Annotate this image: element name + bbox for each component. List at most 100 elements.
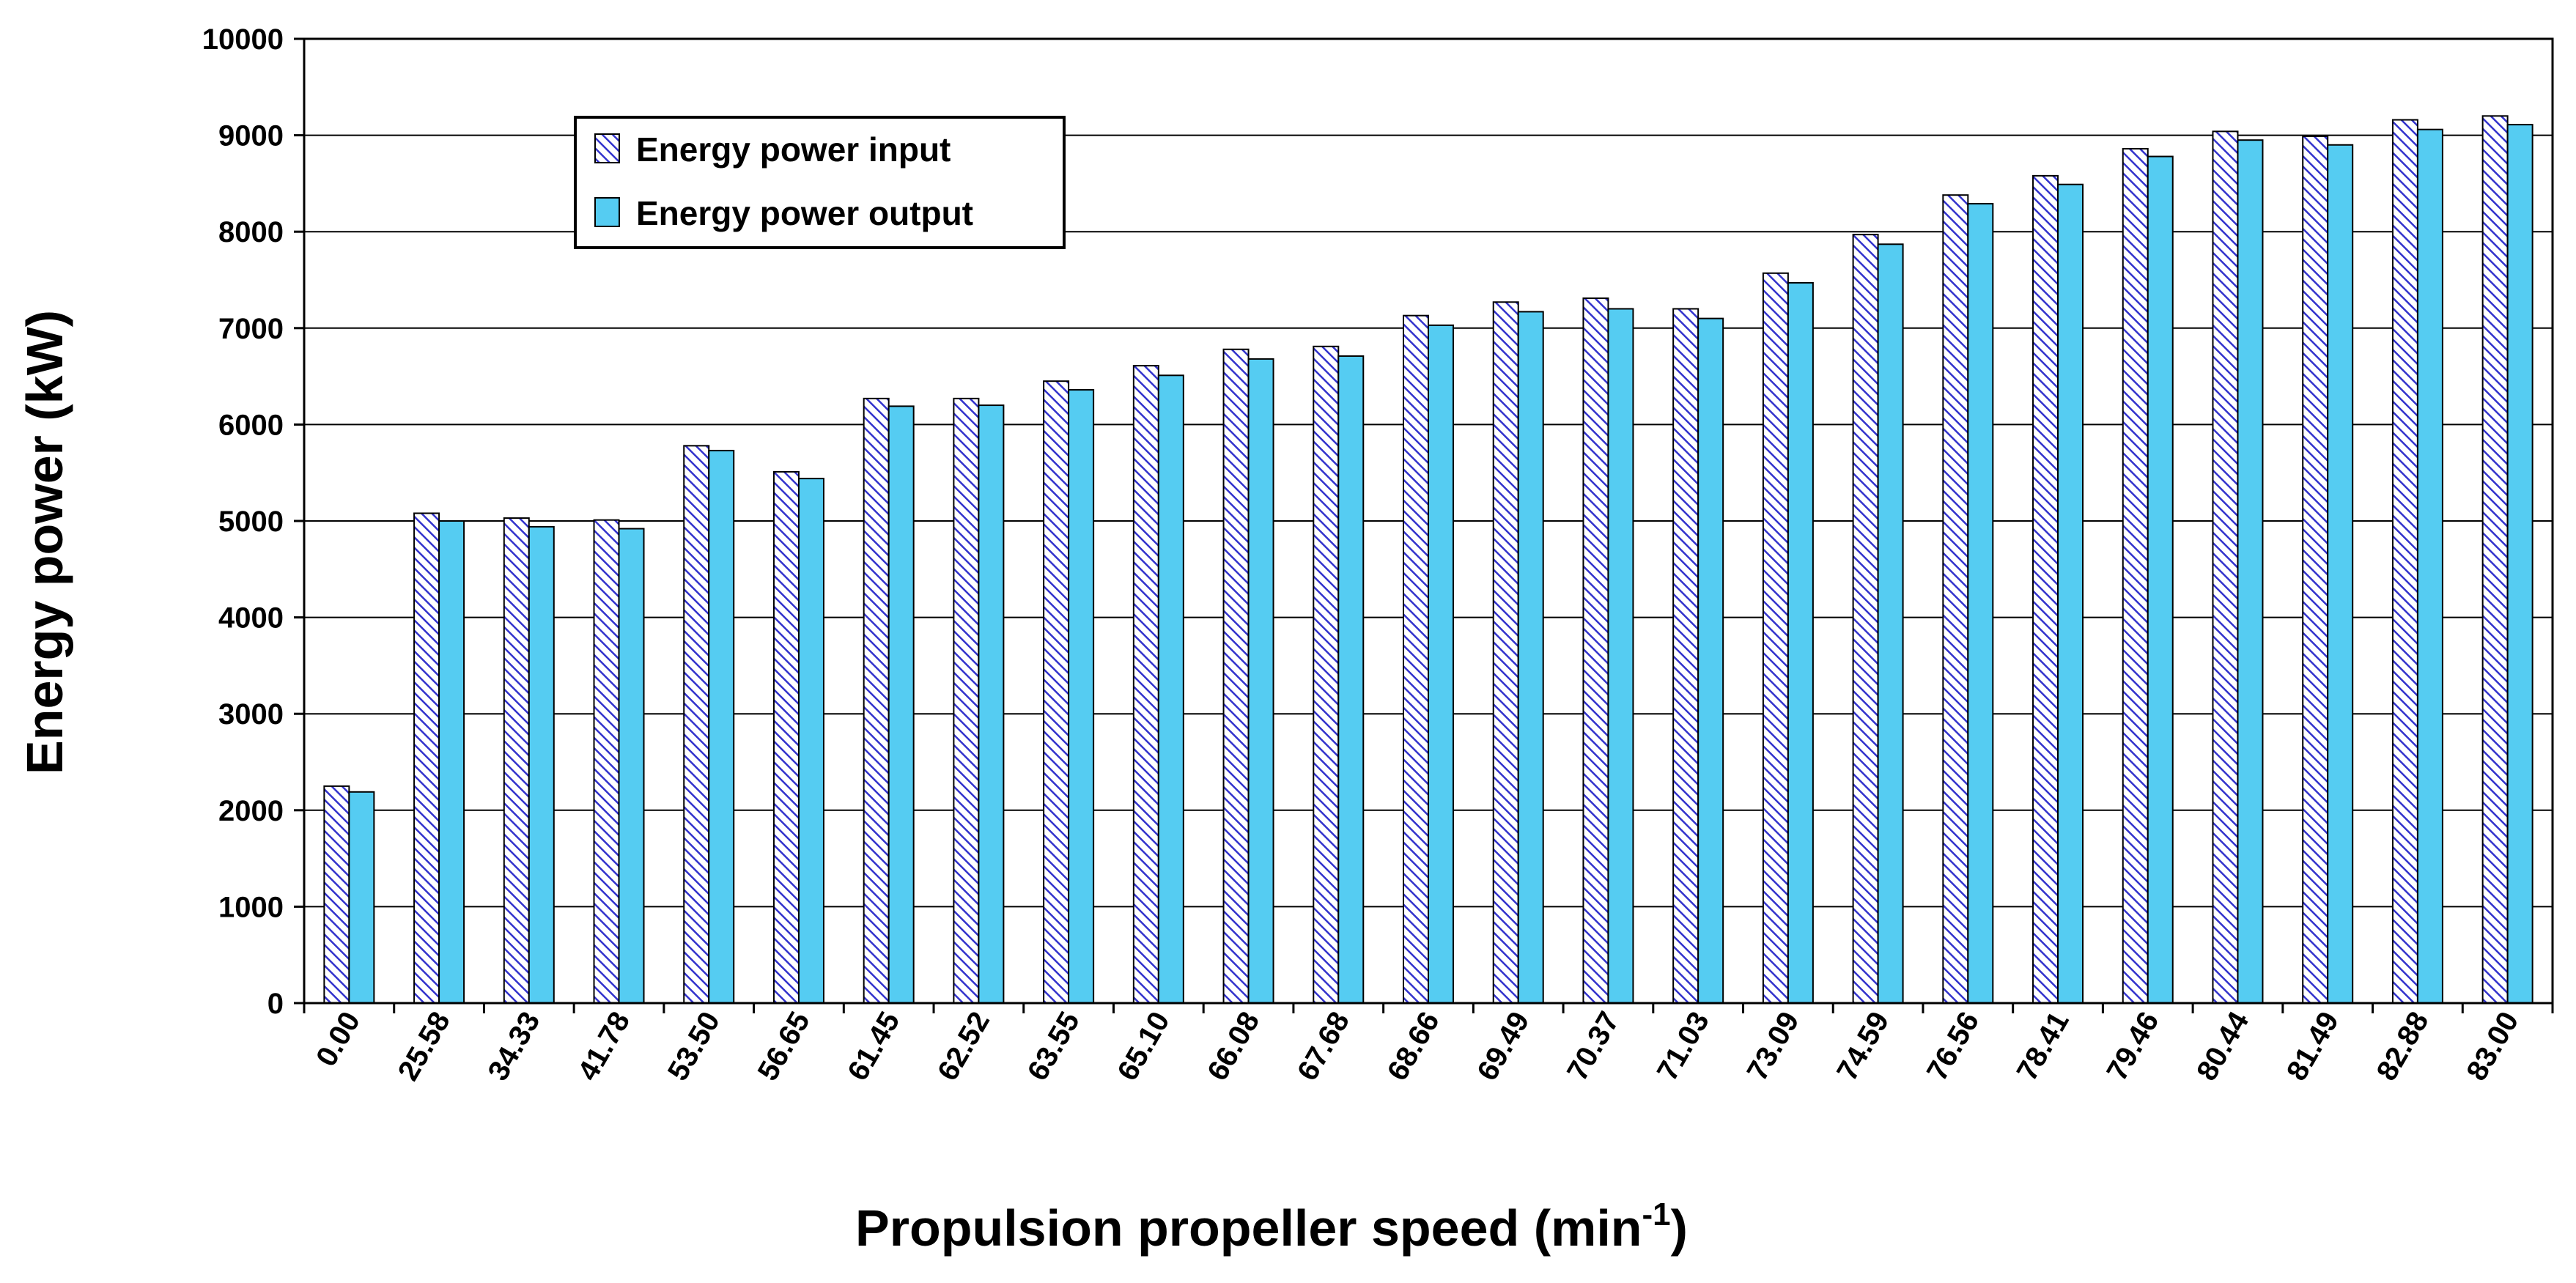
bar-input-78.41 xyxy=(2032,174,2059,1005)
bar-input-76.56 xyxy=(1942,194,1969,1004)
bar-output-67.68 xyxy=(1337,355,1365,1004)
y-tick-label-5000: 5000 xyxy=(218,506,284,538)
bar-input-53.50 xyxy=(683,445,710,1004)
x-tick-label-79.46: 79.46 xyxy=(2100,1007,2165,1087)
bar-input-80.44 xyxy=(2212,130,2239,1004)
legend-box xyxy=(574,116,1066,249)
bar-output-80.44 xyxy=(2237,139,2264,1004)
x-tick-label-71.03: 71.03 xyxy=(1651,1007,1716,1087)
x-tick-label-63.55: 63.55 xyxy=(1022,1007,1086,1087)
y-tick-label-3000: 3000 xyxy=(218,698,284,731)
y-tick-label-4000: 4000 xyxy=(218,602,284,635)
bar-output-71.03 xyxy=(1697,317,1724,1004)
x-tick-label-56.65: 56.65 xyxy=(752,1007,816,1087)
bar-output-74.59 xyxy=(1877,243,1904,1005)
x-tick-label-74.59: 74.59 xyxy=(1831,1007,1895,1087)
x-tick-label-80.44: 80.44 xyxy=(2191,1006,2256,1086)
bar-input-41.78 xyxy=(593,519,620,1004)
bar-output-78.41 xyxy=(2057,183,2084,1005)
x-tick-label-66.08: 66.08 xyxy=(1201,1007,1266,1087)
bar-output-63.55 xyxy=(1068,389,1095,1004)
bar-input-73.09 xyxy=(1762,272,1789,1004)
y-tick-label-10000: 10000 xyxy=(202,23,284,56)
bar-output-82.88 xyxy=(2416,128,2443,1005)
bar-input-70.37 xyxy=(1582,297,1609,1004)
y-tick-label-8000: 8000 xyxy=(218,216,284,248)
bar-output-79.46 xyxy=(2147,155,2174,1004)
legend-label-input: Energy power input xyxy=(636,130,951,169)
bar-input-63.55 xyxy=(1043,380,1070,1004)
bar-input-71.03 xyxy=(1672,308,1700,1005)
y-axis-title: Energy power (kW) xyxy=(16,310,73,774)
x-tick-labels: 0.00 25.58 34.33 41.78 53.50 56.65 61.45 62.52 6… xyxy=(310,1006,2525,1086)
bar-output-53.50 xyxy=(708,449,735,1004)
bar-input-65.10 xyxy=(1132,365,1159,1004)
bar-output-69.49 xyxy=(1517,311,1544,1005)
x-axis-title-unit: min xyxy=(1551,1199,1642,1257)
x-tick-label-65.10: 65.10 xyxy=(1111,1007,1176,1087)
x-tick-label-34.33: 34.33 xyxy=(481,1007,546,1087)
bar-input-79.46 xyxy=(2122,148,2149,1004)
bar-input-34.33 xyxy=(503,517,530,1004)
bar-output-76.56 xyxy=(1967,203,1994,1004)
y-tick-label-9000: 9000 xyxy=(218,120,284,152)
x-tick-label-83.00: 83.00 xyxy=(2460,1007,2525,1087)
bar-output-56.65 xyxy=(797,478,824,1004)
bar-input-82.88 xyxy=(2391,119,2418,1005)
bar-output-68.66 xyxy=(1428,324,1454,1004)
x-tick-label-61.45: 61.45 xyxy=(841,1007,906,1087)
bars xyxy=(323,115,2533,1005)
bar-output-41.78 xyxy=(618,528,645,1004)
bar-input-66.08 xyxy=(1222,348,1250,1004)
x-tick-label-62.52: 62.52 xyxy=(931,1007,996,1087)
y-tick-label-7000: 7000 xyxy=(218,313,284,345)
x-tick-label-76.56: 76.56 xyxy=(1921,1007,1985,1087)
y-tick-label-6000: 6000 xyxy=(218,409,284,441)
legend: Energy power input Energy power output xyxy=(574,116,1066,249)
x-tick-label-53.50: 53.50 xyxy=(662,1007,726,1087)
x-axis-title-label: Propulsion propeller speed xyxy=(855,1199,1519,1257)
x-tick-label-78.41: 78.41 xyxy=(2011,1007,2075,1087)
y-tick-label-1000: 1000 xyxy=(218,891,284,923)
bar-input-0.00 xyxy=(323,785,350,1005)
bar-output-83.00 xyxy=(2506,124,2533,1004)
bar-output-66.08 xyxy=(1247,358,1274,1004)
bar-input-62.52 xyxy=(953,397,980,1004)
bar-input-61.45 xyxy=(863,397,890,1004)
bar-output-73.09 xyxy=(1787,281,1814,1004)
y-tick-labels: 0 1000 2000 3000 4000 5000 6000 7000 8000 9000 100… xyxy=(202,23,284,1020)
bar-output-81.49 xyxy=(2327,144,2354,1004)
bar-output-70.37 xyxy=(1607,308,1634,1005)
bar-input-67.68 xyxy=(1313,345,1340,1004)
y-tick-label-2000: 2000 xyxy=(218,795,284,827)
legend-label-output: Energy power output xyxy=(636,194,973,232)
x-axis-title-unit-exponent: -1 xyxy=(1642,1197,1671,1232)
bar-input-83.00 xyxy=(2481,115,2509,1004)
x-tick-label-25.58: 25.58 xyxy=(392,1007,457,1087)
x-tick-label-68.66: 68.66 xyxy=(1381,1007,1446,1087)
x-tick-label-41.78: 41.78 xyxy=(572,1007,636,1087)
x-tick-label-0.00: 0.00 xyxy=(310,1007,366,1072)
legend-swatch-output xyxy=(594,197,620,227)
x-tick-label-70.37: 70.37 xyxy=(1561,1007,1625,1087)
bar-output-61.45 xyxy=(887,405,915,1004)
bar-input-81.49 xyxy=(2302,135,2329,1004)
x-tick-label-81.49: 81.49 xyxy=(2281,1007,2345,1087)
x-tick-label-73.09: 73.09 xyxy=(1741,1007,1806,1087)
bar-input-68.66 xyxy=(1403,314,1429,1004)
x-axis-title: Propulsion propeller speed (min-1) xyxy=(855,1197,1688,1257)
bar-input-25.58 xyxy=(413,512,440,1004)
bar-output-34.33 xyxy=(528,525,555,1004)
bar-output-0.00 xyxy=(348,791,375,1005)
bar-output-65.10 xyxy=(1157,374,1184,1004)
bar-input-56.65 xyxy=(772,470,800,1004)
bar-output-62.52 xyxy=(978,404,1005,1004)
x-tick-label-67.68: 67.68 xyxy=(1291,1007,1356,1087)
x-tick-label-82.88: 82.88 xyxy=(2371,1007,2435,1087)
axes xyxy=(294,37,2554,1013)
bar-output-25.58 xyxy=(438,520,465,1004)
bar-input-69.49 xyxy=(1492,301,1519,1004)
legend-swatch-input xyxy=(594,133,620,163)
bar-input-74.59 xyxy=(1852,234,1879,1005)
